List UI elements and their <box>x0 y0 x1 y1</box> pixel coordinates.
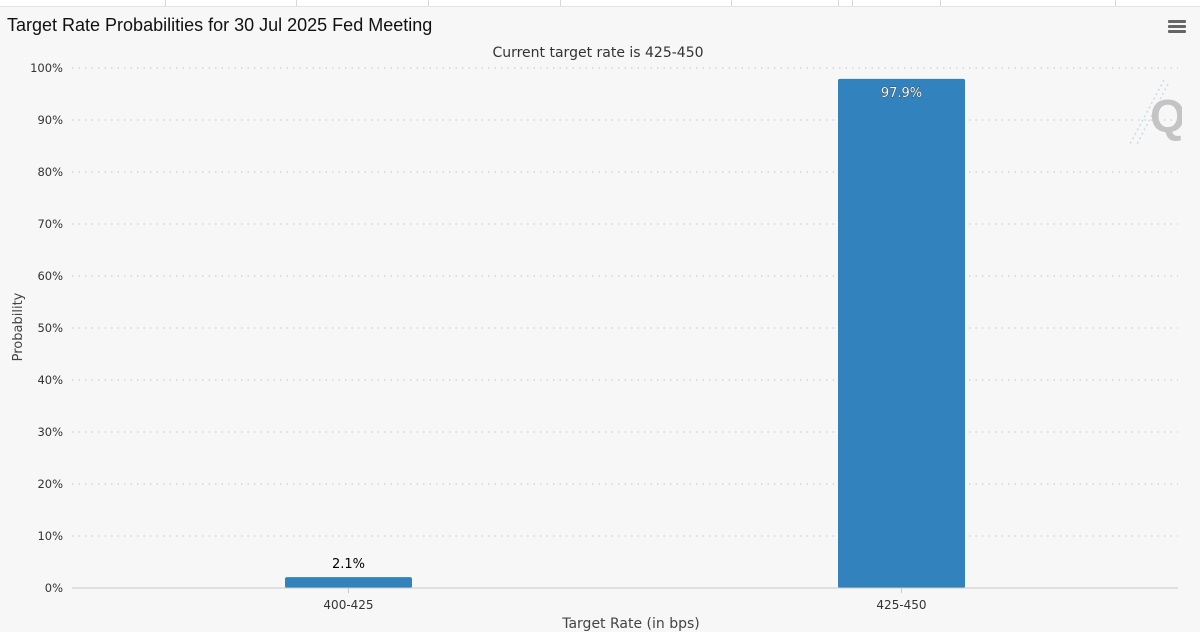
q-logo-icon: Q <box>1129 79 1182 147</box>
tab-divider <box>296 0 297 6</box>
bars: 2.1% 97.9% <box>285 78 965 589</box>
bar-data-label: 2.1% <box>332 557 365 572</box>
chart-title: Target Rate Probabilities for 30 Jul 202… <box>7 15 433 35</box>
top-tab-strip <box>0 0 1200 7</box>
y-tick-label: 40% <box>37 373 63 387</box>
y-tick-label: 50% <box>37 321 63 335</box>
tab-divider <box>731 0 732 6</box>
tab-divider <box>1115 0 1116 6</box>
watermark-letter: Q <box>1150 90 1182 142</box>
y-tick-label: 20% <box>37 477 63 491</box>
y-tick-label: 60% <box>37 269 63 283</box>
x-tick-label: 425-450 <box>876 598 926 612</box>
y-tick-label: 80% <box>37 165 63 179</box>
bar[interactable] <box>838 78 965 589</box>
tab-divider <box>940 0 941 6</box>
tab-divider <box>428 0 429 6</box>
y-tick-label: 0% <box>45 581 63 595</box>
y-tick-label: 70% <box>37 217 63 231</box>
y-tick-label: 100% <box>30 61 63 75</box>
x-axis-label: Target Rate (in bps) <box>561 616 700 632</box>
bar-data-label: 97.9% <box>881 86 922 101</box>
tab-divider <box>838 0 839 6</box>
tab-divider <box>852 0 853 6</box>
y-axis-ticks: 0% 10% 20% 30% 40% 50% 60% 70% 80% 90% 100% <box>30 61 63 595</box>
y-tick-label: 90% <box>37 113 63 127</box>
bar[interactable] <box>285 577 412 588</box>
x-axis-ticks: 400-425 425-450 <box>323 588 927 612</box>
x-tick-label: 400-425 <box>323 598 373 612</box>
grid-lines <box>72 67 1178 537</box>
tab-divider <box>165 0 166 6</box>
chart-subtitle: Current target rate is 425-450 <box>492 45 703 61</box>
y-tick-label: 30% <box>37 425 63 439</box>
hamburger-menu-icon[interactable] <box>1168 20 1186 34</box>
y-tick-label: 10% <box>37 529 63 543</box>
y-axis-label: Probability <box>11 292 26 361</box>
tab-divider <box>560 0 561 6</box>
